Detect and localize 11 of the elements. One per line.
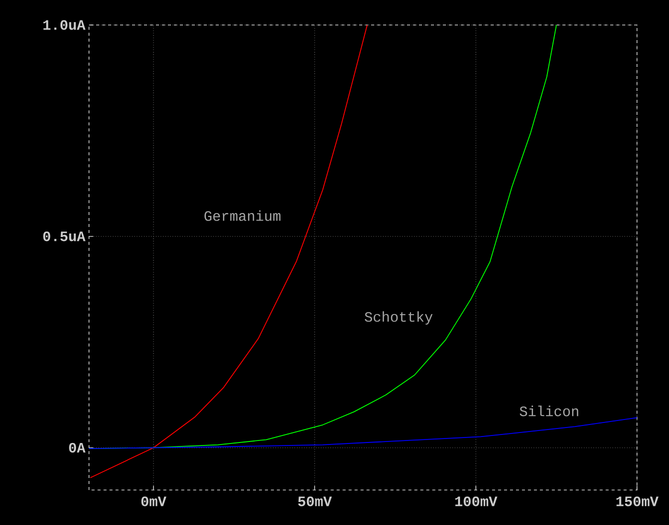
x-tick-label: 50mV [298,496,332,506]
series-label: Silicon [520,406,578,416]
y-tick-label: 0A [69,442,86,453]
x-tick-label: 0mV [141,496,166,506]
y-tick-label: 0.5uA [43,231,86,242]
line-series [89,417,638,450]
x-tick-label: 150mV [616,496,659,506]
text: Germanium [204,210,280,221]
series-label: Schottky [364,311,433,325]
y-tick-label: 1.0uA [43,20,86,30]
x-tick-label: 100mV [455,496,498,506]
